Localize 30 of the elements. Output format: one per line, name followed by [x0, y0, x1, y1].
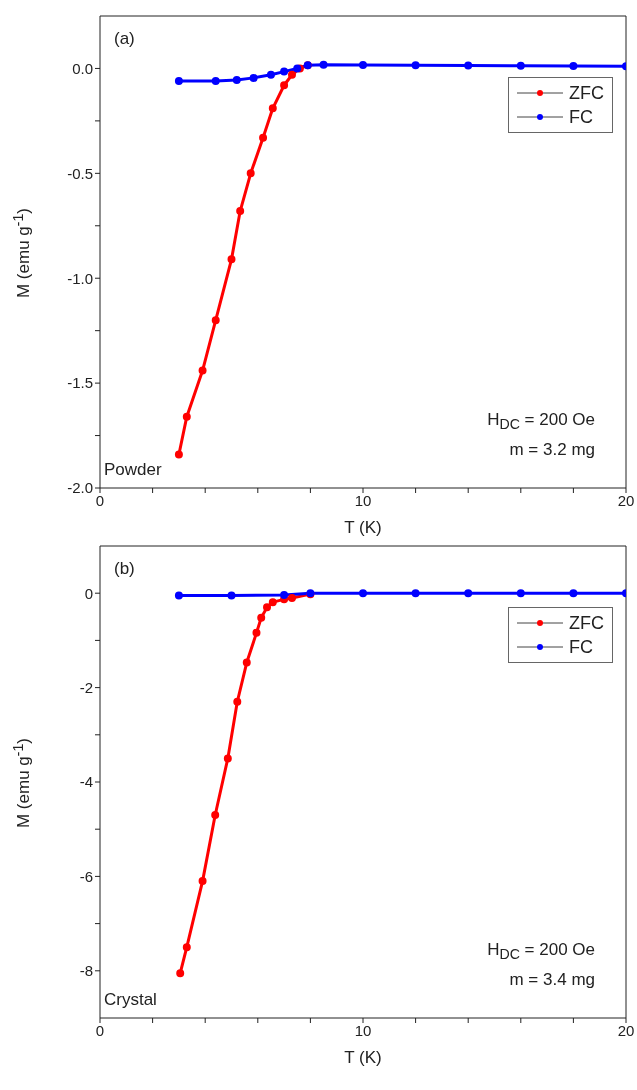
y-tick-label: -2.0	[67, 479, 93, 497]
annotation: Crystal	[104, 990, 157, 1010]
y-tick-label: -0.5	[67, 164, 93, 182]
y-tick-label: 0	[84, 584, 93, 602]
x-tick-label: 0	[95, 1021, 105, 1039]
annotation: H$_{DC}$ = 200 Oe	[487, 410, 595, 433]
y-tick-label: -6	[79, 867, 93, 885]
legend-label: ZFC	[569, 612, 604, 635]
x-tick-label: 0	[95, 491, 105, 509]
x-axis-title: T (K)	[344, 1048, 382, 1067]
y-tick-label: -1.0	[67, 269, 93, 287]
x-tick-label: 20	[617, 1021, 635, 1039]
y-tick-label: 0.0	[72, 59, 93, 77]
y-tick-label: -8	[79, 962, 93, 980]
x-tick-label: 20	[617, 491, 635, 509]
x-axis-title: T (K)	[344, 518, 382, 537]
x-tick-label: 10	[354, 491, 372, 509]
legend-label: ZFC	[569, 82, 604, 105]
legend-label: FC	[569, 106, 593, 129]
annotation: Powder	[104, 460, 162, 480]
annotation: m = 3.2 mg	[509, 440, 595, 460]
y-tick-label: -2	[79, 678, 93, 696]
y-tick-label: -1.5	[67, 374, 93, 392]
annotation: H$_{DC}$ = 200 Oe	[487, 940, 595, 963]
x-tick-label: 10	[354, 1021, 372, 1039]
y-tick-label: -4	[79, 773, 93, 791]
annotation: (b)	[114, 559, 135, 579]
annotation: m = 3.4 mg	[509, 970, 595, 990]
legend-label: FC	[569, 636, 593, 659]
annotation: (a)	[114, 29, 135, 49]
